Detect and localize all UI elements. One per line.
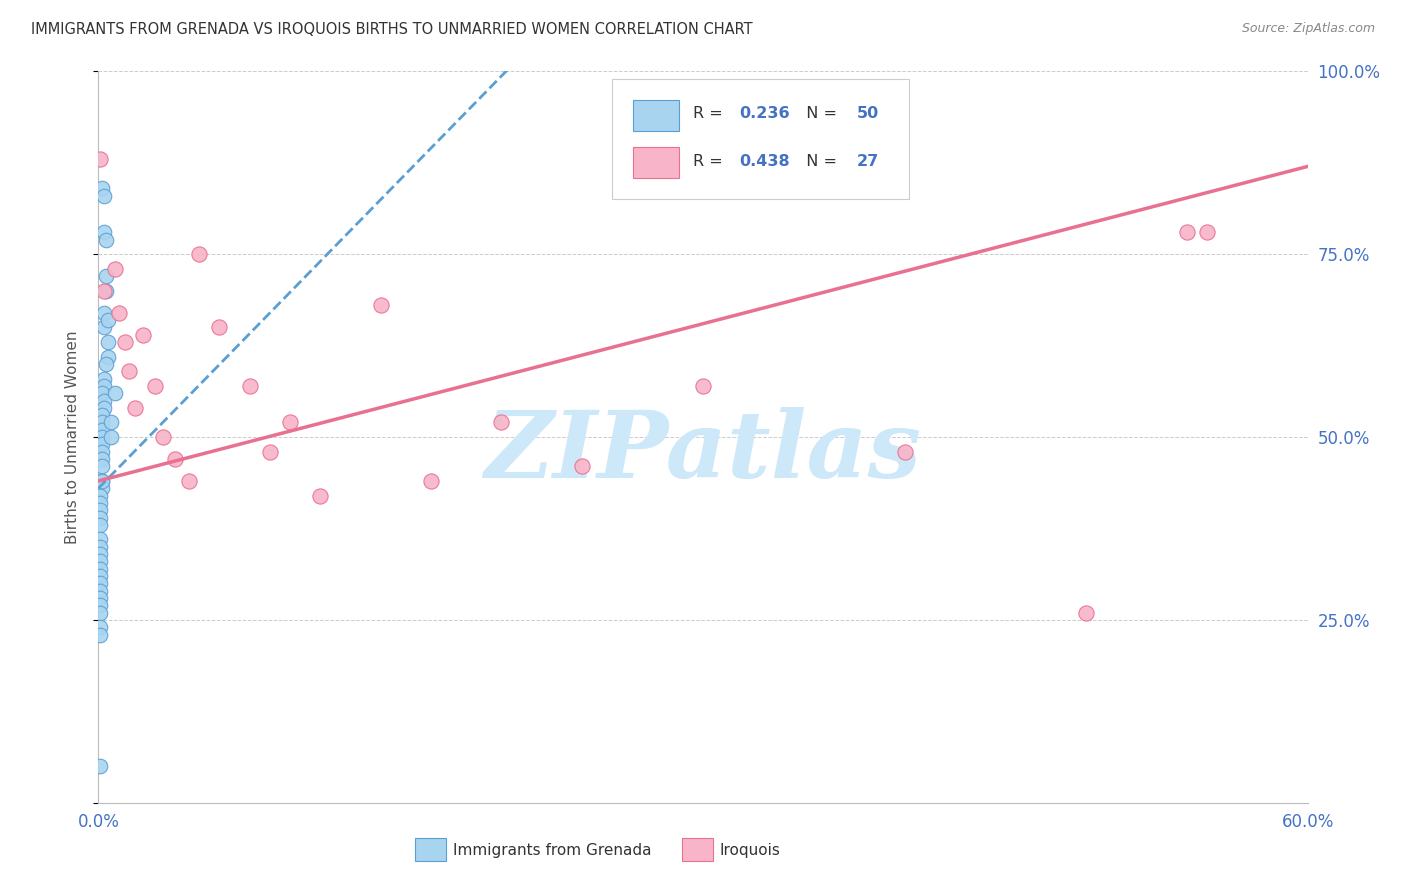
Point	[132, 327, 155, 342]
Point	[89, 533, 111, 547]
Point	[188, 247, 211, 261]
Point	[114, 334, 136, 349]
Point	[89, 554, 111, 568]
Point	[93, 320, 115, 334]
Point	[491, 416, 513, 430]
Point	[571, 459, 593, 474]
Point	[692, 379, 714, 393]
Text: Source: ZipAtlas.com: Source: ZipAtlas.com	[1241, 22, 1375, 36]
Point	[420, 474, 443, 488]
Point	[91, 459, 114, 474]
Point	[89, 599, 111, 613]
Point	[103, 386, 125, 401]
Point	[91, 416, 114, 430]
Point	[97, 350, 120, 364]
Point	[93, 393, 115, 408]
Point	[91, 423, 114, 437]
Point	[179, 474, 201, 488]
Point	[91, 481, 114, 495]
Point	[124, 401, 146, 415]
Point	[97, 313, 120, 327]
Point	[89, 510, 111, 524]
Point	[1175, 225, 1198, 239]
Text: 50: 50	[856, 106, 879, 121]
Point	[96, 357, 118, 371]
Point	[96, 284, 118, 298]
Point	[103, 261, 125, 276]
Text: Immigrants from Grenada: Immigrants from Grenada	[453, 843, 651, 857]
Point	[1195, 225, 1218, 239]
Point	[89, 152, 111, 166]
Text: 27: 27	[856, 153, 879, 169]
Point	[370, 298, 392, 312]
Point	[89, 583, 111, 598]
Point	[89, 496, 111, 510]
Text: R =: R =	[693, 153, 728, 169]
Point	[143, 379, 166, 393]
Point	[239, 379, 262, 393]
Point	[152, 430, 174, 444]
Point	[100, 430, 122, 444]
Point	[93, 284, 115, 298]
Point	[89, 576, 111, 591]
FancyBboxPatch shape	[633, 100, 679, 130]
Text: IMMIGRANTS FROM GRENADA VS IROQUOIS BIRTHS TO UNMARRIED WOMEN CORRELATION CHART: IMMIGRANTS FROM GRENADA VS IROQUOIS BIRT…	[31, 22, 752, 37]
Point	[89, 547, 111, 561]
Text: 0.438: 0.438	[740, 153, 790, 169]
Point	[89, 517, 111, 532]
Text: Iroquois: Iroquois	[720, 843, 780, 857]
Point	[259, 444, 281, 458]
Text: N =: N =	[796, 106, 842, 121]
Text: ZIPatlas: ZIPatlas	[485, 407, 921, 497]
Point	[163, 452, 186, 467]
Text: R =: R =	[693, 106, 728, 121]
Point	[93, 401, 115, 415]
Point	[96, 233, 118, 247]
Y-axis label: Births to Unmarried Women: Births to Unmarried Women	[65, 330, 80, 544]
Point	[91, 430, 114, 444]
Point	[893, 444, 915, 458]
Point	[91, 474, 114, 488]
FancyBboxPatch shape	[613, 78, 908, 200]
Point	[208, 320, 231, 334]
Point	[93, 225, 115, 239]
Text: N =: N =	[796, 153, 842, 169]
Point	[91, 437, 114, 451]
Point	[118, 364, 141, 378]
FancyBboxPatch shape	[633, 147, 679, 178]
Point	[91, 408, 114, 422]
Point	[1074, 606, 1097, 620]
Text: 0.236: 0.236	[740, 106, 790, 121]
Point	[100, 416, 122, 430]
Point	[96, 269, 118, 284]
Point	[93, 371, 115, 385]
Point	[91, 386, 114, 401]
Point	[89, 540, 111, 554]
Point	[309, 489, 332, 503]
Point	[107, 306, 129, 320]
Point	[89, 489, 111, 503]
Point	[89, 620, 111, 634]
Point	[91, 444, 114, 458]
Point	[89, 606, 111, 620]
Point	[89, 569, 111, 583]
Point	[91, 474, 114, 488]
Point	[89, 591, 111, 605]
Point	[93, 379, 115, 393]
Point	[91, 452, 114, 467]
Point	[91, 181, 114, 195]
Point	[89, 759, 111, 773]
Point	[89, 503, 111, 517]
Point	[278, 416, 301, 430]
Point	[97, 334, 120, 349]
Point	[89, 627, 111, 641]
Point	[93, 306, 115, 320]
Point	[89, 562, 111, 576]
Point	[93, 188, 115, 202]
